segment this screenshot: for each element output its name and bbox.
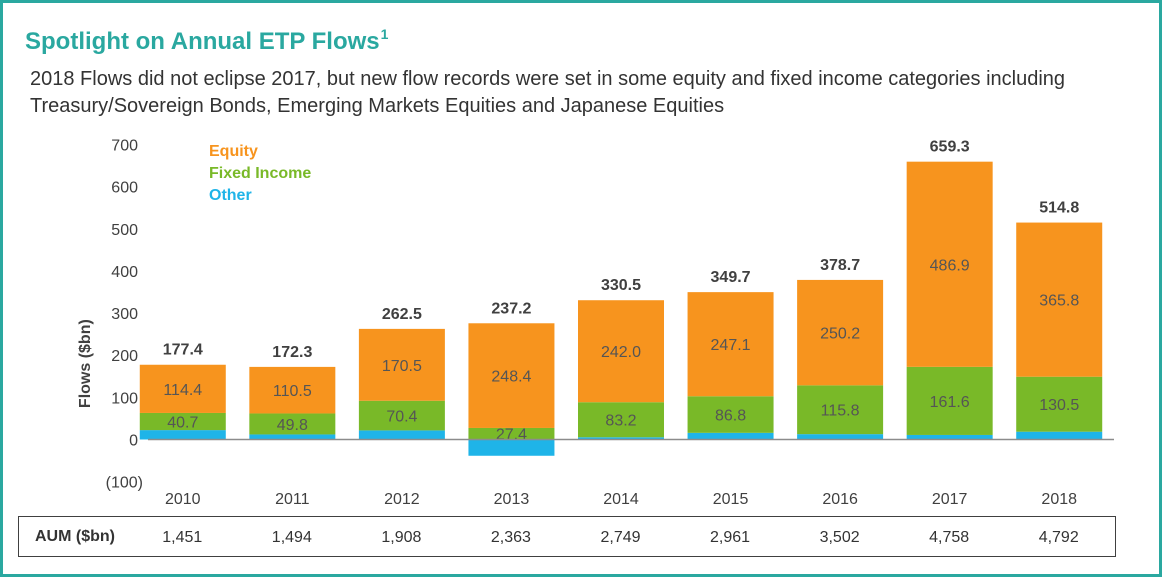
- equity-value-label: 247.1: [711, 337, 751, 354]
- aum-table: AUM ($bn) 1,451 1,494 1,908 2,363 2,749 2,961…: [18, 516, 1116, 557]
- page-title: Spotlight on Annual ETP Flows1: [25, 26, 388, 56]
- bar-fixed-income-2011: [249, 413, 336, 435]
- bar-equity-2014: [578, 300, 664, 403]
- bar-equity-2016: [797, 279, 884, 386]
- bar-fixed-income-2012: [358, 400, 445, 431]
- bar-fixed-income-2013: [468, 427, 555, 440]
- fixed-income-value-label: 115.8: [821, 403, 860, 420]
- equity-value-label: 110.5: [273, 383, 312, 400]
- bar-total-label: 237.2: [491, 300, 531, 317]
- equity-value-label: 365.8: [1039, 293, 1079, 310]
- fixed-income-value-label: 70.4: [386, 409, 417, 426]
- fixed-income-value-label: 83.2: [605, 413, 636, 430]
- y-axis-title: Flows ($bn): [77, 319, 94, 408]
- bar-fixed-income-2015: [687, 396, 774, 433]
- equity-value-label: 170.5: [382, 358, 422, 375]
- y-tick-label: 100: [111, 390, 138, 407]
- aum-value-2013: 2,363: [490, 529, 531, 546]
- aum-value-2014: 2,749: [600, 529, 641, 546]
- legend-other: Other: [209, 187, 252, 204]
- fixed-income-value-label: 49.8: [277, 417, 308, 434]
- bar-other-2011: [249, 434, 336, 440]
- y-tick-label: 600: [111, 180, 138, 197]
- bar-total-label: 172.3: [272, 344, 312, 361]
- x-tick-label: 2012: [384, 491, 420, 508]
- bar-total-label: 349.7: [711, 269, 751, 286]
- bar-other-2014: [578, 437, 664, 440]
- bar-equity-2013: [468, 323, 555, 428]
- aum-value-2018: 4,792: [1038, 529, 1079, 546]
- y-tick-label: 400: [111, 264, 138, 281]
- bar-fixed-income-2017: [906, 366, 993, 435]
- x-tick-label: 2018: [1041, 491, 1077, 508]
- aum-label: AUM ($bn): [35, 528, 115, 545]
- x-tick-label: 2011: [275, 491, 310, 508]
- bar-other-2017: [906, 434, 993, 440]
- bar-equity-2018: [1016, 222, 1103, 377]
- legend-fixed-income: Fixed Income: [209, 165, 311, 182]
- fixed-income-value-label: 40.7: [167, 415, 198, 432]
- x-tick-label: 2015: [713, 491, 749, 508]
- y-tick-label: 500: [111, 222, 138, 239]
- aum-value-2010: 1,451: [162, 529, 203, 546]
- x-tick-label: 2013: [494, 491, 530, 508]
- bar-equity-2012: [358, 328, 445, 401]
- bar-equity-2010: [139, 364, 226, 413]
- bar-other-2012: [358, 430, 445, 440]
- bar-other-2010: [139, 430, 226, 440]
- bar-fixed-income-2014: [578, 402, 664, 438]
- fixed-income-value-label: 161.6: [930, 394, 970, 411]
- bar-other-2016: [797, 434, 884, 440]
- bar-equity-2017: [906, 161, 993, 367]
- legend-equity: Equity: [209, 143, 258, 160]
- bar-other-2013: [468, 439, 555, 456]
- bar-total-label: 378.7: [820, 257, 860, 274]
- equity-value-label: 242.0: [601, 344, 641, 361]
- aum-value-2015: 2,961: [710, 529, 751, 546]
- y-tick-label: (100): [106, 475, 143, 492]
- x-tick-label: 2014: [603, 491, 639, 508]
- equity-value-label: 250.2: [820, 326, 860, 343]
- y-tick-label: 200: [111, 348, 138, 365]
- bar-fixed-income-2010: [139, 412, 226, 431]
- aum-value-2016: 3,502: [819, 529, 860, 546]
- bar-fixed-income-2018: [1016, 376, 1103, 432]
- bar-total-label: 659.3: [930, 139, 970, 156]
- title-footnote: 1: [380, 26, 389, 42]
- title-text: Spotlight on Annual ETP Flows: [25, 28, 380, 55]
- fixed-income-value-label: 86.8: [715, 408, 746, 425]
- bar-total-label: 262.5: [382, 306, 422, 323]
- aum-value-2017: 4,758: [929, 529, 970, 546]
- page-subtitle: 2018 Flows did not eclipse 2017, but new…: [30, 68, 1066, 117]
- bar-total-label: 514.8: [1039, 200, 1079, 217]
- aum-value-2011: 1,494: [271, 529, 312, 546]
- y-tick-label: 0: [129, 433, 138, 450]
- bar-other-2018: [1016, 431, 1103, 440]
- y-tick-label: 300: [111, 306, 138, 323]
- equity-value-label: 248.4: [491, 369, 531, 386]
- bar-total-label: 330.5: [601, 277, 641, 294]
- bar-total-label: 177.4: [163, 342, 203, 359]
- aum-value-2012: 1,908: [381, 529, 422, 546]
- bar-fixed-income-2016: [797, 385, 884, 435]
- bar-equity-2015: [687, 292, 774, 397]
- equity-value-label: 486.9: [930, 257, 970, 274]
- x-tick-label: 2016: [822, 491, 858, 508]
- y-tick-label: 700: [111, 138, 138, 155]
- equity-value-label: 114.4: [163, 382, 202, 399]
- fixed-income-value-label: 130.5: [1039, 397, 1079, 414]
- bar-other-2015: [687, 432, 774, 440]
- fixed-income-value-label: 27.4: [496, 427, 527, 444]
- x-tick-label: 2017: [932, 491, 968, 508]
- x-tick-label: 2010: [165, 491, 201, 508]
- bar-equity-2011: [249, 366, 336, 414]
